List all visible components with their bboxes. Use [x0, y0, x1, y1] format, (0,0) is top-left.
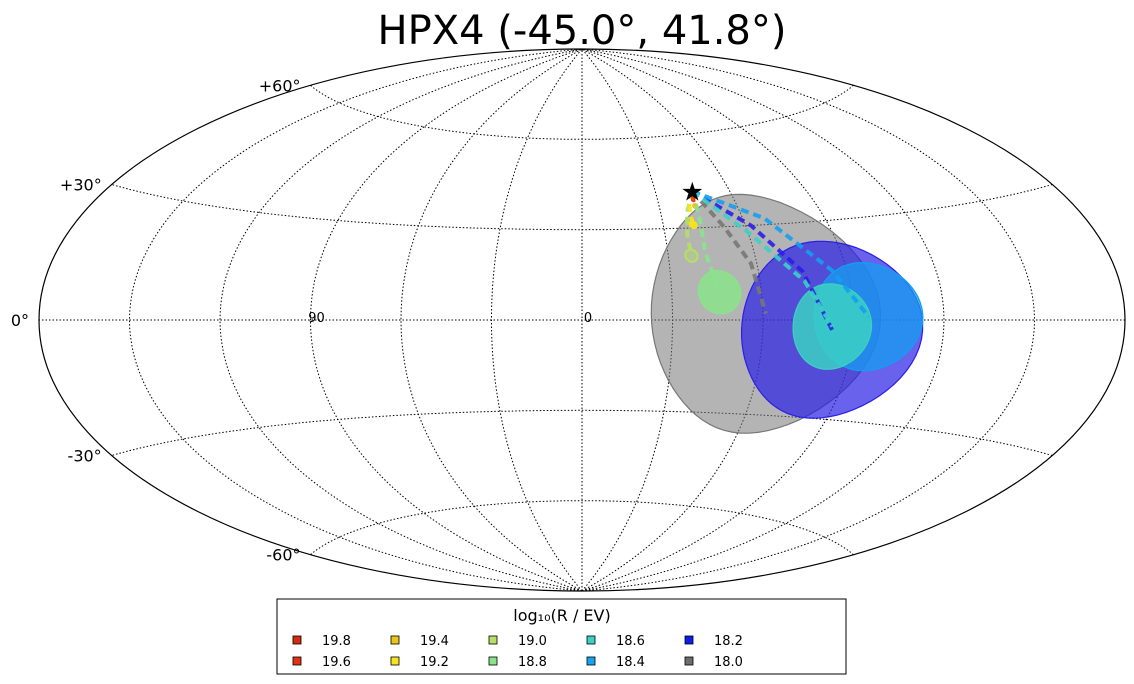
legend-title: log₁₀(R / EV) [513, 606, 610, 625]
legend-entry: 18.8 [488, 655, 547, 670]
legend-entry: 18.6 [586, 634, 645, 649]
legend-label: 18.2 [714, 634, 743, 649]
arc-19.8 [690, 190, 696, 197]
arc-18.4 [691, 189, 871, 318]
legend-swatch [390, 656, 400, 666]
legend-label: 19.6 [322, 655, 351, 670]
arc-18.6 [691, 189, 835, 328]
legend-swatch [292, 635, 302, 645]
graticule [39, 48, 1125, 592]
lat-tick-label: +30° [60, 176, 102, 195]
legend-swatch [684, 656, 694, 666]
lat-tick-label: -60° [266, 546, 300, 565]
legend-label: 18.4 [616, 655, 645, 670]
arc-18.2 [691, 189, 834, 331]
legend-entry: 19.0 [488, 634, 547, 649]
legend-label: 18.8 [518, 655, 547, 670]
meridian-line [581, 48, 1036, 592]
arc-19.0 [684, 190, 695, 256]
legend-entry: 18.0 [684, 655, 743, 670]
arc-18.8 [690, 190, 722, 293]
lon-tick-label: 90 [308, 311, 325, 326]
arc-18.0 [690, 190, 768, 315]
uncertainty-regions [650, 193, 924, 434]
legend-label: 19.4 [420, 634, 449, 649]
meridian-line [581, 48, 945, 592]
parallel-line [111, 409, 1053, 456]
legend-entry: 18.2 [684, 634, 743, 649]
parallel-line [310, 500, 854, 556]
lat-tick-label: 0° [11, 311, 29, 330]
meridian-line [219, 48, 583, 592]
legend-box [276, 598, 847, 675]
source-star-icon: ★ [681, 177, 704, 207]
legend-entry: 18.4 [586, 655, 645, 670]
deflection-arcs [684, 189, 871, 331]
legend-items: 19.8 19.6 19.4 19.2 19.0 18.8 18.6 18.4 18.2 18.0 [292, 634, 743, 670]
legend-swatch [390, 635, 400, 645]
legend-label: 19.8 [322, 634, 351, 649]
legend-entry: 19.2 [390, 655, 449, 670]
legend-swatch [586, 635, 596, 645]
parallel-line [310, 84, 854, 140]
legend-swatch [586, 656, 596, 666]
meridian-line [128, 48, 583, 592]
lat-tick-label: +60° [259, 76, 301, 95]
legend-label: 19.2 [420, 655, 449, 670]
parallel-line [111, 184, 1053, 231]
chart-title: HPX4 (-45.0°, 41.8°) [378, 8, 787, 54]
legend-swatch [488, 656, 498, 666]
arc-19.2 [687, 190, 696, 226]
legend-swatch [488, 635, 498, 645]
legend-swatch [292, 656, 302, 666]
legend-swatch [684, 635, 694, 645]
legend-label: 18.6 [616, 634, 645, 649]
latitude-labels: +60° +30° 0° -30° -60° [11, 76, 301, 564]
legend-label: 18.0 [714, 655, 743, 670]
lon-tick-label: 0 [584, 311, 592, 326]
region-19.0 [684, 248, 699, 263]
legend-label: 19.0 [518, 634, 547, 649]
map-boundary [38, 48, 1126, 592]
legend-entry: 19.6 [292, 655, 351, 670]
lat-tick-label: -30° [68, 447, 102, 466]
legend-entry: 19.8 [292, 634, 351, 649]
legend: log₁₀(R / EV) 19.8 19.6 19.4 19.2 19.0 18.8 18… [276, 598, 847, 675]
legend-entry: 19.4 [390, 634, 449, 649]
